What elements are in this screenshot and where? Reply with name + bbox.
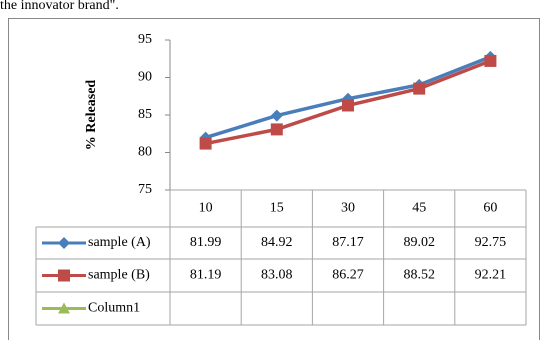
- y-tick-label: 80: [138, 145, 152, 160]
- caption: the innovator brand".: [0, 0, 119, 13]
- legend-label: sample (B): [88, 268, 150, 283]
- y-tick-label: 95: [138, 32, 152, 47]
- table-value: 81.19: [190, 268, 222, 283]
- legend-label: Column1: [88, 301, 140, 316]
- legend-key-marker: [58, 269, 70, 282]
- legend-key-marker: [58, 237, 70, 249]
- point-marker: [342, 99, 354, 112]
- point-marker: [413, 82, 426, 95]
- legend-label: sample (A): [88, 235, 151, 250]
- y-tick-label: 85: [138, 107, 152, 122]
- x-tick-label: 10: [199, 201, 213, 216]
- y-axis-label: % Released: [84, 80, 99, 151]
- y-tick-label: 75: [138, 182, 152, 197]
- table-value: 83.08: [261, 268, 293, 283]
- table-value: 89.02: [403, 235, 435, 250]
- y-tick-label: 90: [138, 70, 152, 85]
- legend-key-marker: [58, 302, 70, 314]
- x-tick-label: 15: [270, 201, 284, 216]
- point-marker: [199, 137, 212, 150]
- point-marker: [270, 123, 283, 136]
- x-tick-label: 30: [341, 201, 355, 216]
- table-value: 86.27: [332, 268, 364, 283]
- table-value: 87.17: [332, 235, 364, 250]
- table-value: 88.52: [403, 268, 435, 283]
- point-marker: [484, 54, 497, 67]
- point-marker: [270, 109, 283, 122]
- table-value: 81.99: [190, 235, 222, 250]
- table-value: 92.21: [475, 268, 507, 283]
- x-tick-label: 45: [412, 201, 426, 216]
- x-tick-label: 60: [483, 201, 497, 216]
- table-value: 84.92: [261, 235, 293, 250]
- table-value: 92.75: [475, 235, 507, 250]
